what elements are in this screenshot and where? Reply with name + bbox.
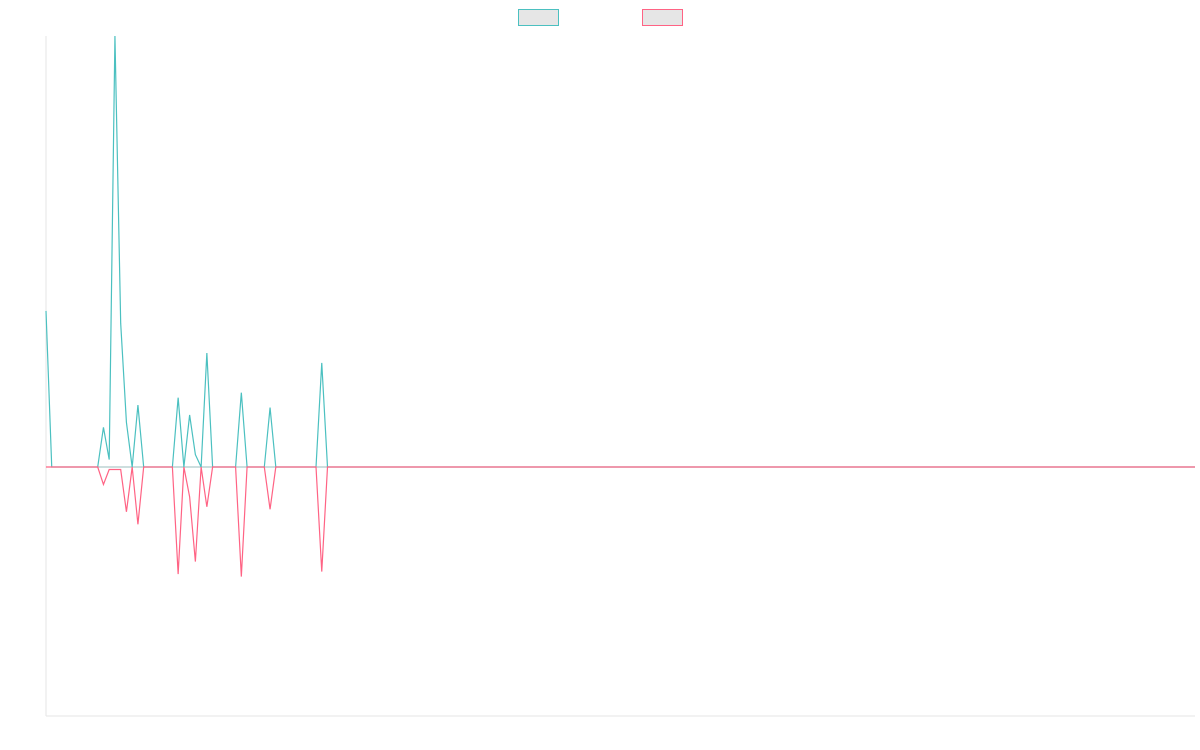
chart-axes [45,36,1195,717]
legend-swatch-1[interactable] [518,9,559,26]
series-line-2 [46,466,1195,577]
legend[interactable] [518,9,683,26]
legend-swatch-2[interactable] [642,9,683,26]
series-line-1 [45,35,1195,468]
series-layer [45,35,1195,577]
